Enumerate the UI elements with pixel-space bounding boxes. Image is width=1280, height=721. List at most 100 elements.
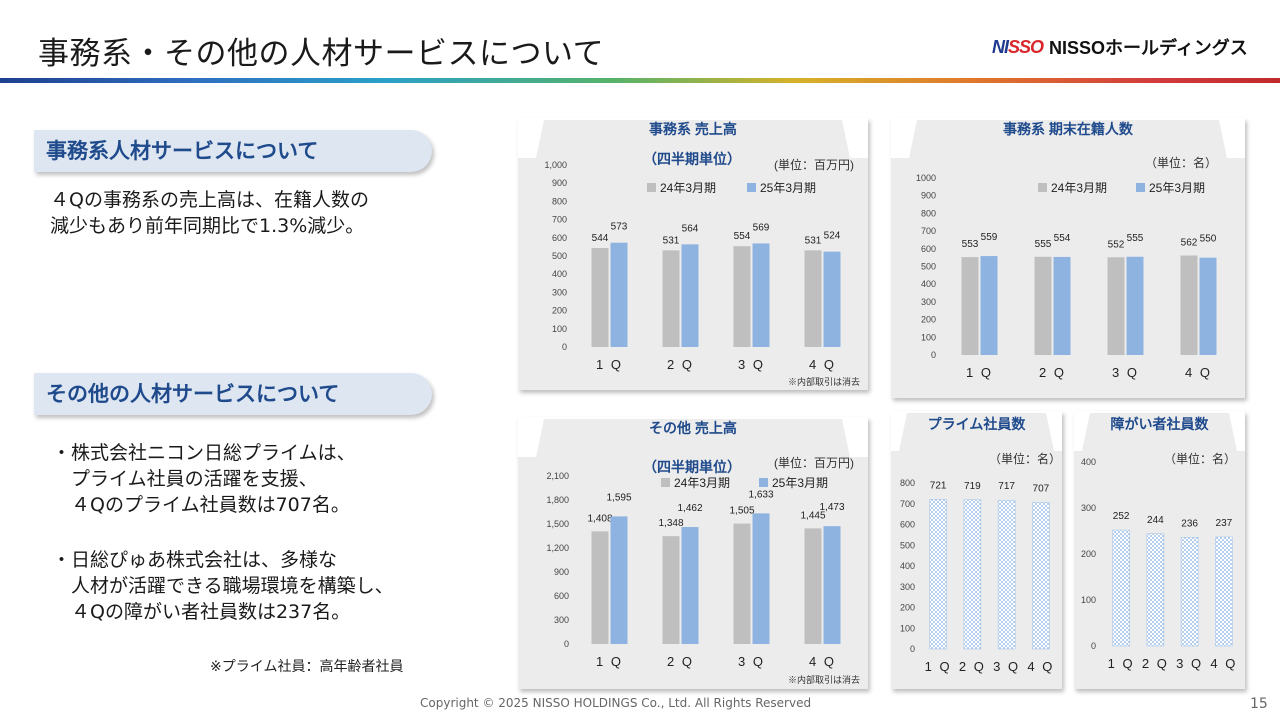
y-tick-label: 200	[552, 306, 567, 316]
x-category-label: 1 Q	[966, 365, 993, 380]
data-label: 555	[1035, 239, 1052, 250]
y-tick-label: 1000	[916, 173, 936, 183]
chart-panel-office-sales: 事務系 売上高 （四半期単位） (単位：百万円) ※内部取引は消去 0 100 200 300…	[518, 118, 868, 390]
legend-label: 24年3月期	[660, 181, 716, 195]
bar	[1112, 529, 1130, 647]
y-tick-label: 700	[552, 215, 567, 225]
chart-note: ※内部取引は消去	[788, 376, 860, 387]
x-category-label: 3 Q	[738, 357, 765, 372]
y-tick-label: 200	[921, 315, 936, 325]
bar	[963, 499, 982, 650]
logo-text: NISSOホールディングス	[1049, 38, 1248, 58]
legend-label: 25年3月期	[772, 476, 828, 490]
x-category-label: 3 Q	[993, 659, 1020, 674]
chart-prime-staff: プライム社員数 （単位：名） 0 100 200 300 400 500 600 700 800 1 …	[891, 411, 1062, 674]
legend-label: 24年3月期	[674, 476, 730, 490]
y-tick-label: 600	[900, 520, 915, 530]
chart-panel-other-sales: その他 売上高 （四半期単位） (単位：百万円) ※内部取引は消去 0 300 600 900…	[518, 417, 868, 689]
bar	[804, 250, 822, 347]
bar	[752, 513, 770, 644]
chart-title: プライム社員数	[928, 416, 1027, 432]
bar	[1126, 256, 1144, 355]
x-category-label: 1 Q	[1108, 656, 1135, 671]
data-label: 531	[663, 235, 680, 246]
bar	[804, 528, 822, 644]
page-number: 15	[1250, 696, 1268, 712]
data-label: 1,462	[677, 503, 702, 514]
bar	[1032, 502, 1050, 650]
y-tick-label: 0	[562, 342, 567, 352]
y-tick-label: 900	[921, 191, 936, 201]
x-category-label: 2 Q	[1142, 656, 1169, 671]
chart-panel-prime-staff: プライム社員数 （単位：名） 0 100 200 300 400 500 600 700 800 1 …	[891, 411, 1062, 689]
y-tick-label: 900	[554, 567, 569, 577]
x-category-label: 4 Q	[1027, 659, 1054, 674]
data-label: 236	[1181, 518, 1198, 529]
y-tick-label: 100	[552, 324, 567, 334]
y-tick-label: 100	[900, 623, 915, 633]
bar	[1180, 537, 1199, 647]
section-office-body: ４Qの事務系の売上高は、在籍人数の 減少もあり前年同期比で1.3%減少。	[50, 189, 369, 237]
page-title: 事務系・その他の人材サービスについて	[38, 36, 605, 72]
y-tick-label: 500	[921, 262, 936, 272]
y-tick-label: 0	[931, 350, 936, 360]
bar	[681, 244, 699, 347]
data-label: 1,505	[729, 506, 754, 517]
x-category-label: 4 Q	[1210, 656, 1237, 671]
chart-panel-disabled-staff: 障がい者社員数 （単位：名） 0 100 200 300 400 1 Q 252 2 Q 244 3 …	[1074, 411, 1245, 689]
legend-swatch	[661, 478, 670, 487]
y-tick-label: 100	[921, 332, 936, 342]
bar	[823, 251, 841, 347]
x-category-label: 3 Q	[738, 654, 765, 669]
data-label: 562	[1181, 238, 1198, 249]
legend-swatch	[759, 478, 768, 487]
y-tick-label: 300	[921, 297, 936, 307]
data-label: 252	[1113, 511, 1130, 522]
data-label: 237	[1216, 518, 1233, 529]
bar	[591, 531, 609, 644]
data-label: 1,348	[658, 518, 683, 529]
section-other-heading: その他の人材サービスについて	[34, 373, 432, 415]
y-tick-label: 0	[1091, 641, 1096, 651]
y-tick-label: 800	[900, 478, 915, 488]
legend-swatch	[747, 183, 756, 192]
y-tick-label: 300	[552, 287, 567, 297]
data-label: 244	[1147, 515, 1164, 526]
bar	[733, 523, 751, 644]
y-tick-label: 600	[554, 591, 569, 601]
data-label: 1,473	[819, 502, 844, 513]
bar	[591, 247, 609, 347]
y-tick-label: 300	[1081, 503, 1096, 513]
data-label: 1,445	[800, 510, 825, 521]
bar	[752, 243, 770, 347]
y-tick-label: 200	[900, 603, 915, 613]
chart-unit: （単位：名）	[989, 451, 1061, 466]
y-tick-label: 400	[552, 269, 567, 279]
bar	[1107, 257, 1125, 355]
chart-subtitle: （四半期単位）	[643, 151, 741, 167]
data-label: 554	[734, 231, 751, 242]
prime-footnote: ※プライム社員：高年齢者社員	[210, 659, 404, 675]
data-label: 544	[592, 233, 609, 244]
bar	[1215, 536, 1233, 647]
legend-label: 25年3月期	[1149, 181, 1205, 195]
bar	[1180, 255, 1198, 355]
data-label: 1,408	[587, 513, 612, 524]
bar	[610, 242, 628, 347]
section-office-heading: 事務系人材サービスについて	[34, 130, 432, 172]
legend-label: 25年3月期	[760, 181, 816, 195]
y-tick-label: 300	[900, 582, 915, 592]
y-tick-label: 2,100	[546, 471, 569, 481]
legend-label: 24年3月期	[1051, 181, 1107, 195]
chart-subtitle: （四半期単位）	[643, 459, 741, 475]
bar	[961, 257, 979, 355]
section-disabled-body: ・日総ぴゅあ株式会社は、多様な 人材が活躍できる職場環境を構築し、 ４Qの障がい…	[52, 549, 394, 623]
data-label: 707	[1033, 483, 1050, 494]
y-tick-label: 200	[1081, 549, 1096, 559]
y-tick-label: 1,000	[544, 160, 567, 170]
header-rule	[0, 78, 1280, 83]
y-tick-label: 800	[552, 196, 567, 206]
bar	[681, 527, 699, 644]
y-tick-label: 600	[552, 233, 567, 243]
data-label: 569	[753, 222, 770, 233]
